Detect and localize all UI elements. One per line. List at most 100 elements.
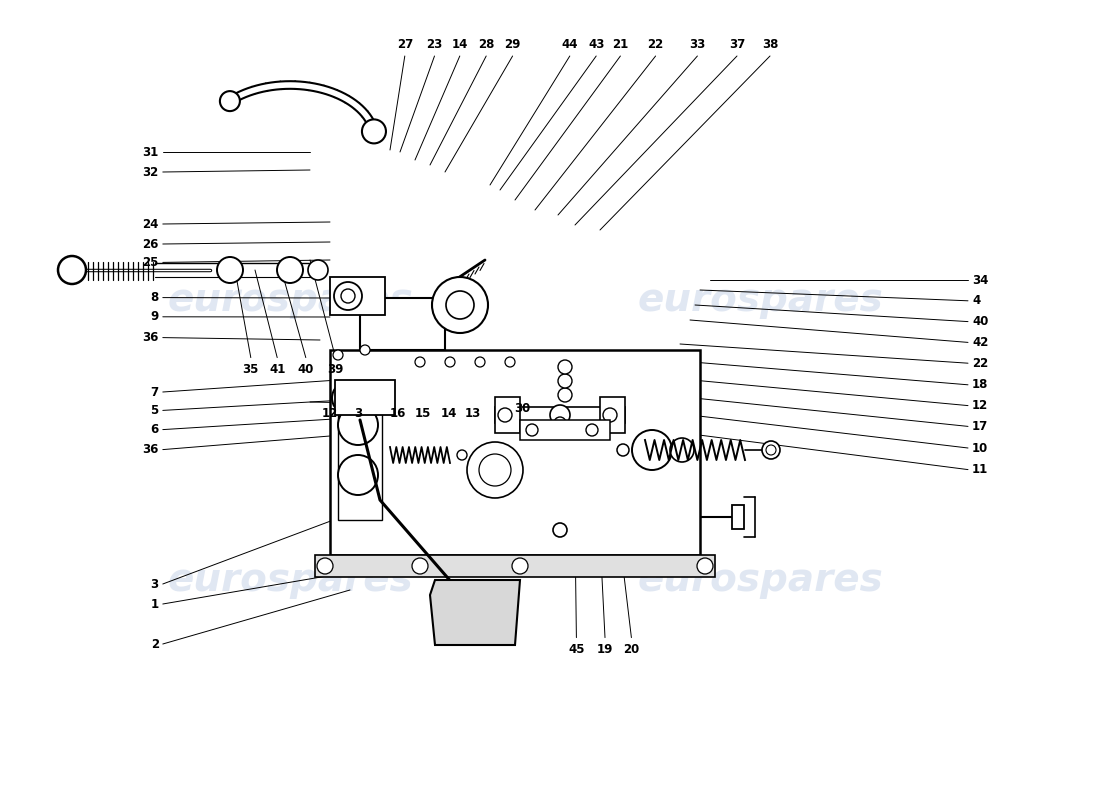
Text: 15: 15 (415, 407, 430, 421)
Circle shape (617, 444, 629, 456)
Text: 29: 29 (505, 38, 520, 51)
Circle shape (478, 454, 512, 486)
Text: eurospares: eurospares (637, 561, 883, 599)
Circle shape (632, 430, 672, 470)
Circle shape (58, 256, 86, 284)
Circle shape (446, 357, 455, 367)
Text: 13: 13 (465, 407, 481, 421)
Text: 36: 36 (142, 443, 158, 456)
Circle shape (505, 357, 515, 367)
Bar (600, 397, 625, 433)
Bar (495, 407, 625, 423)
Text: 39: 39 (328, 362, 343, 375)
Circle shape (338, 455, 378, 495)
Polygon shape (430, 580, 520, 645)
Text: 34: 34 (972, 274, 989, 286)
Bar (336, 380, 395, 415)
Circle shape (412, 558, 428, 574)
Text: 31: 31 (143, 146, 158, 158)
Text: 17: 17 (972, 420, 988, 433)
Circle shape (550, 405, 570, 425)
Bar (315, 555, 715, 577)
Text: 16: 16 (390, 407, 406, 421)
Circle shape (558, 388, 572, 402)
Text: 19: 19 (597, 642, 613, 656)
Circle shape (468, 442, 522, 498)
Text: 7: 7 (151, 386, 158, 398)
Circle shape (362, 119, 386, 143)
Text: 1: 1 (151, 598, 158, 610)
Text: 18: 18 (972, 378, 989, 391)
Bar (360, 298, 446, 350)
Circle shape (341, 289, 355, 303)
Circle shape (332, 382, 364, 414)
Text: 33: 33 (690, 38, 705, 51)
Circle shape (370, 390, 386, 406)
Circle shape (554, 417, 566, 429)
Circle shape (586, 424, 598, 436)
Circle shape (766, 445, 775, 455)
Text: 9: 9 (151, 310, 158, 323)
Circle shape (334, 282, 362, 310)
Text: 12: 12 (322, 407, 338, 421)
Bar (330, 277, 385, 315)
Text: 36: 36 (142, 331, 158, 344)
Bar (330, 350, 700, 555)
Text: 40: 40 (298, 362, 314, 375)
Circle shape (498, 408, 512, 422)
Text: 41: 41 (270, 362, 285, 375)
Circle shape (603, 408, 617, 422)
Text: eurospares: eurospares (167, 561, 412, 599)
Circle shape (432, 277, 488, 333)
Circle shape (697, 558, 713, 574)
Text: 22: 22 (972, 357, 988, 370)
Bar (520, 420, 610, 440)
Text: 6: 6 (151, 423, 158, 436)
Text: 14: 14 (452, 38, 468, 51)
Text: 37: 37 (729, 38, 745, 51)
Text: 23: 23 (427, 38, 442, 51)
Text: 14: 14 (441, 407, 456, 421)
Circle shape (317, 558, 333, 574)
Text: 42: 42 (972, 336, 989, 349)
Circle shape (558, 374, 572, 388)
Circle shape (217, 257, 243, 283)
Text: 3: 3 (151, 578, 158, 590)
Text: 32: 32 (143, 166, 158, 178)
Circle shape (340, 390, 356, 406)
Circle shape (338, 405, 378, 445)
Text: 27: 27 (397, 38, 412, 51)
Text: 35: 35 (243, 362, 258, 375)
Text: 30: 30 (514, 402, 530, 415)
Circle shape (308, 260, 328, 280)
Text: 4: 4 (972, 294, 980, 307)
Circle shape (475, 357, 485, 367)
Text: 3: 3 (354, 407, 363, 421)
Text: 24: 24 (142, 218, 158, 230)
Circle shape (558, 360, 572, 374)
Circle shape (526, 424, 538, 436)
Circle shape (456, 450, 468, 460)
Text: 28: 28 (478, 38, 494, 51)
Circle shape (553, 523, 566, 537)
Text: 38: 38 (762, 38, 778, 51)
Circle shape (277, 257, 302, 283)
Text: 8: 8 (151, 291, 158, 304)
Circle shape (220, 91, 240, 111)
Bar (495, 397, 520, 433)
Text: 5: 5 (151, 404, 158, 417)
Circle shape (362, 382, 394, 414)
Circle shape (360, 345, 370, 355)
Circle shape (446, 291, 474, 319)
Text: 11: 11 (972, 463, 988, 476)
Circle shape (415, 357, 425, 367)
Circle shape (670, 438, 694, 462)
Text: eurospares: eurospares (167, 281, 412, 319)
Text: 45: 45 (568, 642, 585, 656)
Text: 25: 25 (142, 256, 158, 269)
Text: 44: 44 (562, 38, 579, 51)
Text: 26: 26 (142, 238, 158, 250)
Text: 21: 21 (613, 38, 628, 51)
Circle shape (333, 350, 343, 360)
Circle shape (512, 558, 528, 574)
